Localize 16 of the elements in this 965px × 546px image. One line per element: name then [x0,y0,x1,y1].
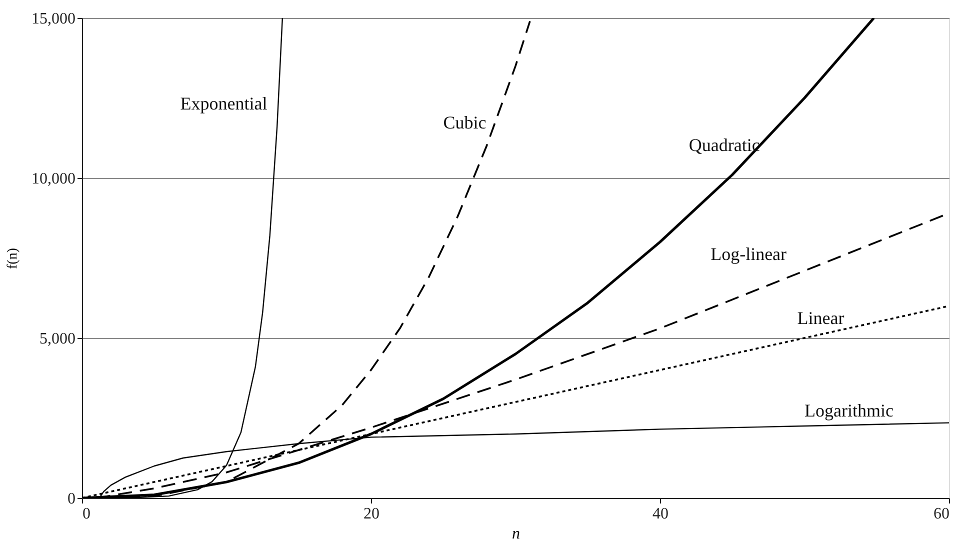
series-label: Log-linear [710,244,787,264]
y-tick-label: 0 [68,490,76,508]
y-tick-label: 15,000 [32,10,76,28]
x-tick-label: 20 [364,506,380,522]
series-label: Cubic [443,112,486,133]
x-tick-label: 60 [934,506,950,522]
y-axis-title: f(n) [6,248,20,269]
series-label: Linear [797,308,844,328]
series-label: Exponential [180,93,268,114]
series-label: Quadratic [688,135,760,155]
series-label: Logarithmic [804,400,894,421]
x-axis-title: n [512,526,520,542]
y-tick-label: 10,000 [32,170,76,188]
y-tick-label: 5,000 [40,330,76,348]
x-tick-label: 40 [652,506,668,522]
x-tick-label: 0 [82,506,90,522]
